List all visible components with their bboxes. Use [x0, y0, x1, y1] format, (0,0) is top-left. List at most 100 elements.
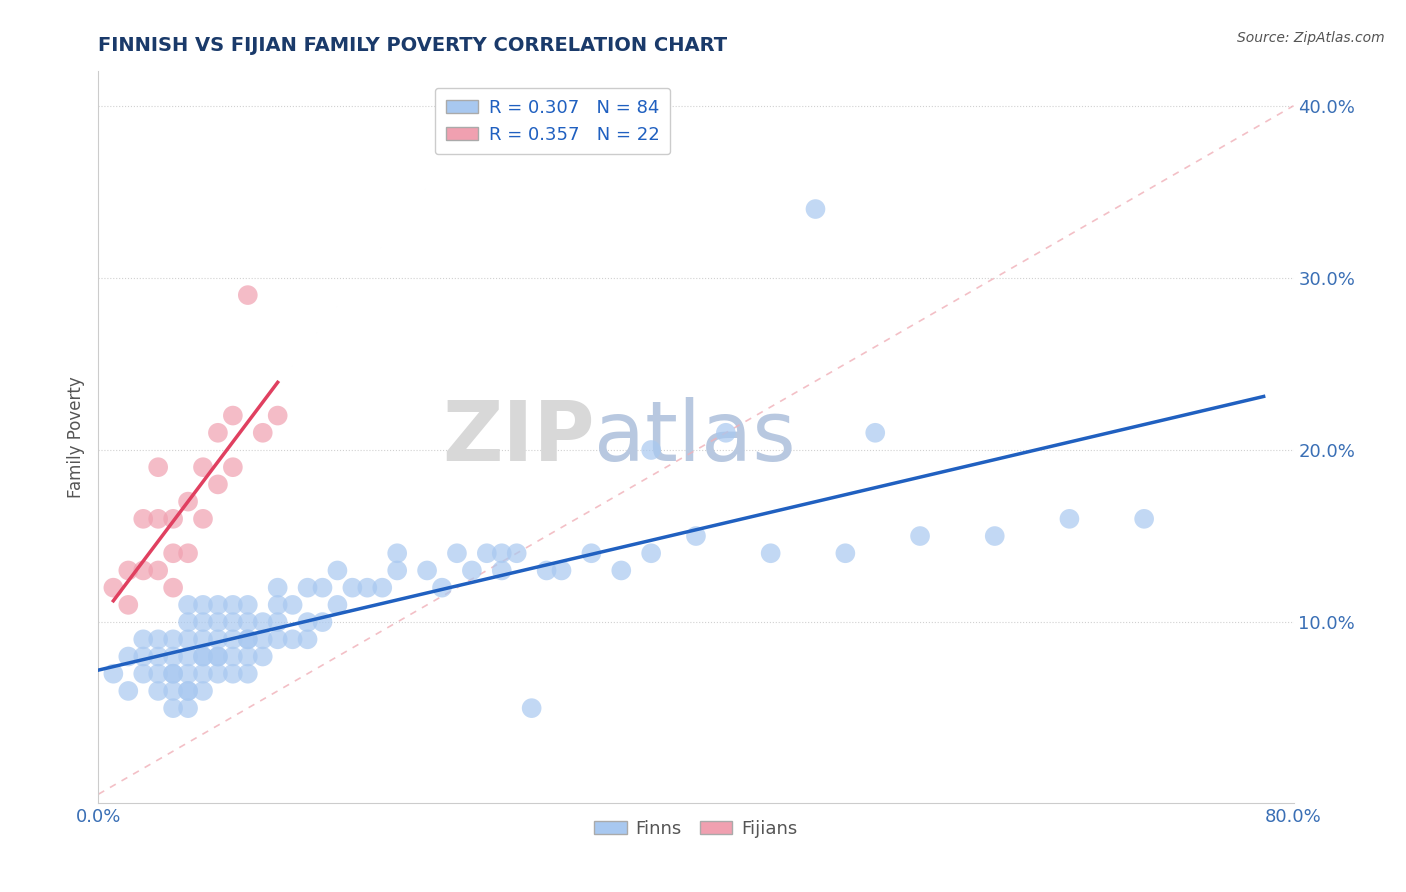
- Point: [148, 460, 170, 475]
- Point: [148, 512, 170, 526]
- Point: [236, 598, 259, 612]
- Point: [177, 684, 200, 698]
- Point: [267, 632, 290, 647]
- Point: [191, 684, 214, 698]
- Point: [236, 649, 259, 664]
- Point: [132, 564, 155, 578]
- Point: [191, 649, 214, 664]
- Point: [177, 598, 200, 612]
- Point: [267, 409, 290, 423]
- Point: [162, 649, 184, 664]
- Text: FINNISH VS FIJIAN FAMILY POVERTY CORRELATION CHART: FINNISH VS FIJIAN FAMILY POVERTY CORRELA…: [98, 36, 727, 54]
- Text: Source: ZipAtlas.com: Source: ZipAtlas.com: [1237, 31, 1385, 45]
- Point: [804, 202, 827, 216]
- Point: [222, 460, 245, 475]
- Point: [162, 701, 184, 715]
- Point: [491, 564, 513, 578]
- Point: [207, 649, 229, 664]
- Point: [177, 615, 200, 629]
- Point: [207, 632, 229, 647]
- Point: [326, 598, 349, 612]
- Point: [191, 649, 214, 664]
- Point: [536, 564, 558, 578]
- Point: [222, 649, 245, 664]
- Text: ZIP: ZIP: [441, 397, 595, 477]
- Point: [326, 564, 349, 578]
- Point: [252, 632, 274, 647]
- Point: [640, 546, 662, 560]
- Point: [177, 666, 200, 681]
- Point: [385, 564, 409, 578]
- Point: [162, 666, 184, 681]
- Point: [252, 615, 274, 629]
- Point: [103, 666, 125, 681]
- Point: [865, 425, 887, 440]
- Point: [177, 494, 200, 508]
- Point: [1133, 512, 1156, 526]
- Point: [177, 632, 200, 647]
- Point: [714, 425, 737, 440]
- Point: [148, 564, 170, 578]
- Point: [267, 598, 290, 612]
- Point: [222, 598, 245, 612]
- Point: [162, 684, 184, 698]
- Point: [834, 546, 856, 560]
- Point: [267, 615, 290, 629]
- Point: [297, 632, 319, 647]
- Y-axis label: Family Poverty: Family Poverty: [66, 376, 84, 498]
- Point: [222, 632, 245, 647]
- Point: [148, 684, 170, 698]
- Point: [236, 632, 259, 647]
- Point: [117, 649, 139, 664]
- Point: [162, 512, 184, 526]
- Point: [207, 666, 229, 681]
- Point: [117, 598, 139, 612]
- Point: [207, 615, 229, 629]
- Point: [252, 425, 274, 440]
- Point: [385, 546, 409, 560]
- Legend: Finns, Fijians: Finns, Fijians: [586, 813, 806, 845]
- Point: [342, 581, 364, 595]
- Point: [416, 564, 439, 578]
- Point: [252, 649, 274, 664]
- Point: [311, 615, 333, 629]
- Point: [162, 632, 184, 647]
- Point: [984, 529, 1007, 543]
- Point: [191, 512, 214, 526]
- Point: [685, 529, 707, 543]
- Point: [191, 615, 214, 629]
- Point: [132, 649, 155, 664]
- Point: [162, 546, 184, 560]
- Point: [191, 460, 214, 475]
- Point: [148, 632, 170, 647]
- Point: [506, 546, 529, 560]
- Point: [491, 546, 513, 560]
- Point: [117, 684, 139, 698]
- Point: [177, 684, 200, 698]
- Point: [236, 666, 259, 681]
- Point: [640, 442, 662, 457]
- Point: [581, 546, 603, 560]
- Point: [148, 649, 170, 664]
- Point: [132, 666, 155, 681]
- Point: [222, 409, 245, 423]
- Point: [356, 581, 378, 595]
- Point: [281, 598, 304, 612]
- Point: [446, 546, 468, 560]
- Point: [177, 649, 200, 664]
- Point: [610, 564, 633, 578]
- Point: [550, 564, 572, 578]
- Point: [311, 581, 333, 595]
- Text: atlas: atlas: [595, 397, 796, 477]
- Point: [297, 615, 319, 629]
- Point: [222, 615, 245, 629]
- Point: [162, 666, 184, 681]
- Point: [281, 632, 304, 647]
- Point: [1059, 512, 1081, 526]
- Point: [461, 564, 484, 578]
- Point: [430, 581, 453, 595]
- Point: [177, 701, 200, 715]
- Point: [191, 666, 214, 681]
- Point: [132, 632, 155, 647]
- Point: [236, 615, 259, 629]
